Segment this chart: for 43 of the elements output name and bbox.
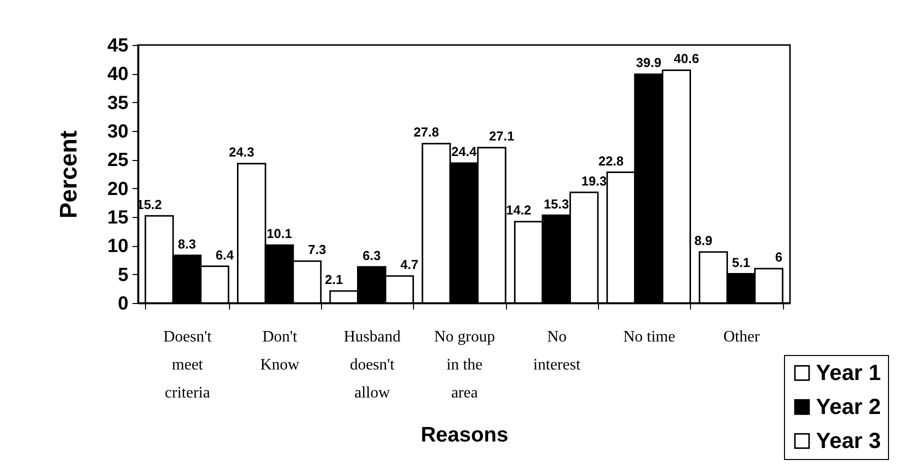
y-axis-title: Percent <box>55 130 82 219</box>
y-tick-label: 0 <box>118 294 128 314</box>
data-label: 39.9 <box>636 55 662 70</box>
data-label: 14.2 <box>506 202 532 218</box>
data-label: 6 <box>775 250 782 265</box>
data-label: 19.3 <box>581 173 607 188</box>
y-tick-label: 15 <box>107 208 129 228</box>
data-label: 2.1 <box>324 272 343 287</box>
y-tick-label: 35 <box>107 92 129 114</box>
data-label: 6.3 <box>362 248 381 263</box>
data-label: 8.9 <box>694 232 712 248</box>
y-tick-label: 10 <box>107 236 128 258</box>
data-label: 8.3 <box>178 236 196 252</box>
y-tick-label: 20 <box>107 178 128 200</box>
x-tick-label: Husband doesn't allow <box>344 328 401 402</box>
data-label: 4.7 <box>400 257 418 272</box>
legend-label: Year 3 <box>816 428 881 453</box>
x-axis-title: Reasons <box>420 424 508 446</box>
x-tick-label: No group in the area <box>434 328 495 402</box>
x-tick-label: No time <box>623 328 676 346</box>
x-tick-label: Don't Know <box>260 328 300 374</box>
data-label: 22.8 <box>598 153 624 168</box>
x-tick-label: No interest <box>533 328 581 374</box>
data-label: 40.6 <box>674 51 700 66</box>
data-label: 27.8 <box>414 124 439 140</box>
y-tick-label: 30 <box>107 122 128 142</box>
data-label: 15.3 <box>544 196 570 212</box>
x-tick-label: Doesn't meet criteria <box>163 328 212 402</box>
legend-label: Year 1 <box>816 360 881 385</box>
y-tick-label: 40 <box>107 64 128 86</box>
x-tick-label: Other <box>723 328 760 346</box>
data-label: 24.4 <box>451 144 478 160</box>
y-tick-label: 5 <box>118 264 129 286</box>
legend-label: Year 2 <box>816 394 881 419</box>
y-tick-label: 45 <box>107 36 129 56</box>
data-label: 15.2 <box>136 196 162 212</box>
data-label: 7.3 <box>308 242 326 258</box>
data-label: 10.1 <box>266 226 292 242</box>
data-label: 5.1 <box>732 254 750 270</box>
data-label: 27.1 <box>489 128 514 144</box>
data-label: 24.3 <box>228 144 254 160</box>
y-tick-label: 25 <box>107 150 129 172</box>
data-label: 6.4 <box>216 247 234 262</box>
